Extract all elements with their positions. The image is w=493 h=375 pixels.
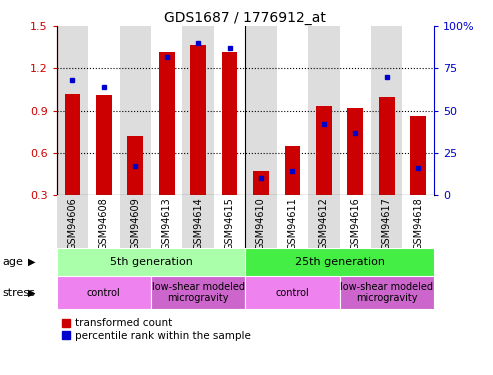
- Bar: [190, 45, 206, 195]
- Bar: [65, 94, 80, 195]
- Bar: [245, 26, 277, 195]
- Text: 5th generation: 5th generation: [109, 256, 192, 267]
- Bar: [371, 195, 402, 248]
- Title: GDS1687 / 1776912_at: GDS1687 / 1776912_at: [164, 11, 326, 25]
- Bar: [57, 248, 245, 276]
- Bar: [379, 97, 394, 195]
- Bar: [245, 195, 277, 248]
- Text: age: age: [2, 256, 23, 267]
- Bar: [340, 26, 371, 195]
- Bar: [88, 26, 119, 195]
- Bar: [127, 136, 143, 195]
- Bar: [151, 276, 245, 309]
- Text: GSM94609: GSM94609: [130, 198, 141, 250]
- Bar: [308, 195, 340, 248]
- Bar: [277, 26, 308, 195]
- Text: ▶: ▶: [28, 256, 36, 267]
- Text: GSM94614: GSM94614: [193, 198, 203, 250]
- Bar: [277, 195, 308, 248]
- Bar: [182, 26, 214, 195]
- Text: ▶: ▶: [28, 288, 36, 297]
- Bar: [151, 26, 182, 195]
- Text: low-shear modeled
microgravity: low-shear modeled microgravity: [152, 282, 245, 303]
- Bar: [96, 95, 112, 195]
- Text: low-shear modeled
microgravity: low-shear modeled microgravity: [340, 282, 433, 303]
- Bar: [348, 108, 363, 195]
- Text: GSM94610: GSM94610: [256, 198, 266, 250]
- Bar: [57, 276, 151, 309]
- Text: GSM94606: GSM94606: [68, 198, 77, 250]
- Text: 25th generation: 25th generation: [294, 256, 385, 267]
- Bar: [253, 171, 269, 195]
- Text: GSM94608: GSM94608: [99, 198, 109, 250]
- Bar: [245, 276, 340, 309]
- Bar: [402, 26, 434, 195]
- Bar: [340, 195, 371, 248]
- Bar: [222, 52, 238, 195]
- Bar: [214, 26, 246, 195]
- Bar: [119, 195, 151, 248]
- Bar: [119, 26, 151, 195]
- Bar: [245, 248, 434, 276]
- Text: GSM94616: GSM94616: [350, 198, 360, 250]
- Text: control: control: [87, 288, 121, 297]
- Bar: [57, 26, 88, 195]
- Text: GSM94618: GSM94618: [413, 198, 423, 250]
- Text: GSM94617: GSM94617: [382, 198, 392, 250]
- Bar: [410, 116, 426, 195]
- Text: GSM94615: GSM94615: [224, 198, 235, 250]
- Bar: [340, 276, 434, 309]
- Bar: [308, 26, 340, 195]
- Text: stress: stress: [2, 288, 35, 297]
- Bar: [316, 106, 332, 195]
- Bar: [151, 195, 182, 248]
- Bar: [182, 195, 214, 248]
- Bar: [284, 146, 300, 195]
- Bar: [214, 195, 246, 248]
- Bar: [402, 195, 434, 248]
- Bar: [371, 26, 402, 195]
- Legend: transformed count, percentile rank within the sample: transformed count, percentile rank withi…: [62, 318, 251, 341]
- Text: control: control: [276, 288, 309, 297]
- Bar: [159, 52, 175, 195]
- Text: GSM94612: GSM94612: [319, 198, 329, 250]
- Text: GSM94613: GSM94613: [162, 198, 172, 250]
- Text: GSM94611: GSM94611: [287, 198, 297, 250]
- Bar: [57, 195, 88, 248]
- Bar: [88, 195, 119, 248]
